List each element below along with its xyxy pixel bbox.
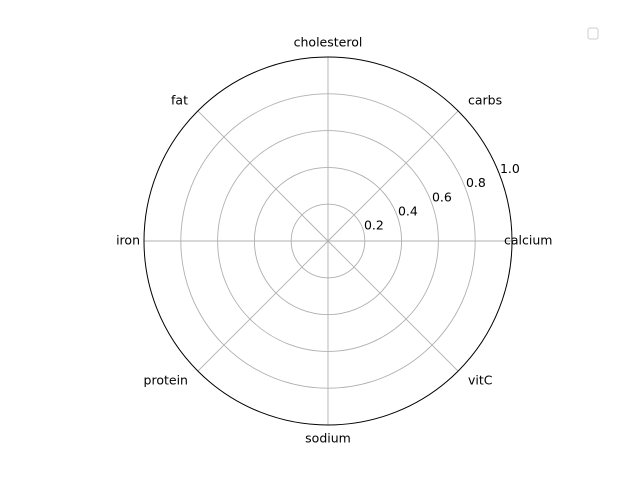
angular-grid-line xyxy=(197,240,329,372)
radial-tick-label: 1.0 xyxy=(500,161,520,176)
radial-tick-label: 0.4 xyxy=(398,203,418,218)
category-labels: calcium carbs cholesterol fat iron protein sod… xyxy=(116,35,552,446)
polar-frame xyxy=(143,56,513,426)
category-label-fat: fat xyxy=(171,92,188,107)
category-label-vitC: vitC xyxy=(468,373,493,388)
radial-tick-label: 0.8 xyxy=(466,175,486,190)
angular-grid-line xyxy=(197,110,329,242)
angular-grid-line xyxy=(327,110,459,242)
category-label-protein: protein xyxy=(144,373,188,388)
angular-grid xyxy=(144,57,512,425)
category-label-calcium: calcium xyxy=(504,233,552,248)
radial-tick-label: 0.2 xyxy=(364,217,384,232)
category-label-sodium: sodium xyxy=(305,431,351,446)
radial-tick-label: 0.6 xyxy=(432,189,452,204)
category-label-iron: iron xyxy=(116,233,140,248)
legend xyxy=(587,27,599,40)
category-label-cholesterol: cholesterol xyxy=(294,35,363,50)
angular-grid-line xyxy=(327,240,459,372)
radial-tick-labels: 0.2 0.4 0.6 0.8 1.0 xyxy=(364,161,520,232)
category-label-carbs: carbs xyxy=(468,92,502,107)
